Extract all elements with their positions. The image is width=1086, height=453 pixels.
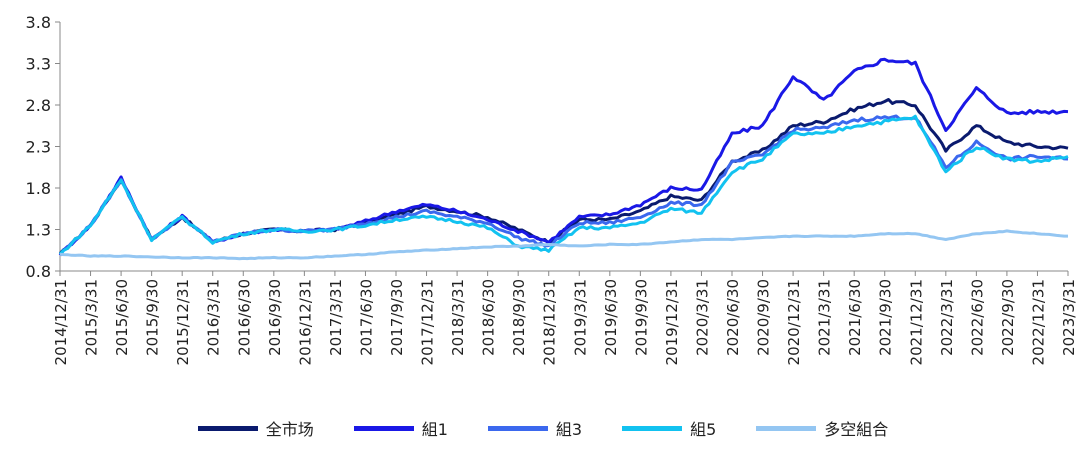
x-tick-label: 2015/6/30 bbox=[113, 279, 131, 356]
x-tick-label: 2019/9/30 bbox=[632, 279, 650, 356]
line-chart: 0.8 1.3 1.8 2.3 2.8 3.3 3.8 2014/12/31 2015/3/31… bbox=[26, 13, 1078, 365]
chart-legend: 全市场 組1 組3 組5 多空組合 bbox=[0, 416, 1086, 440]
legend-label: 組3 bbox=[555, 420, 583, 439]
x-tick-label: 2016/3/31 bbox=[205, 279, 223, 356]
x-tick-label: 2020/12/31 bbox=[785, 279, 803, 365]
x-tick-label: 2021/6/30 bbox=[846, 279, 864, 356]
series-line-4 bbox=[59, 229, 1068, 261]
legend-item: 組1 bbox=[353, 416, 448, 440]
x-tick-label: 2016/6/30 bbox=[235, 279, 253, 356]
series-line-1 bbox=[58, 57, 1069, 257]
x-tick-label: 2021/12/31 bbox=[907, 279, 925, 365]
y-tick-label: 3.3 bbox=[26, 55, 51, 74]
y-tick-label: 1.8 bbox=[26, 179, 51, 198]
x-tick-label: 2015/12/31 bbox=[174, 279, 192, 365]
x-tick-label: 2020/9/30 bbox=[755, 279, 773, 356]
x-tick-label: 2022/6/30 bbox=[968, 279, 986, 356]
x-tick-label: 2015/9/30 bbox=[144, 279, 162, 356]
legend-swatch bbox=[197, 425, 258, 431]
legend-swatch bbox=[487, 425, 548, 431]
legend-item: 組5 bbox=[622, 416, 716, 440]
legend-label: 組1 bbox=[421, 420, 448, 439]
x-tick-label: 2023/3/31 bbox=[1060, 279, 1078, 356]
x-tick-label: 2021/3/31 bbox=[816, 279, 834, 356]
x-tick-label: 2018/6/30 bbox=[480, 279, 498, 356]
x-tick-label: 2021/9/30 bbox=[877, 279, 895, 356]
y-tick-label: 2.3 bbox=[26, 138, 51, 157]
x-tick-label: 2015/3/31 bbox=[83, 279, 101, 356]
x-tick-label: 2017/6/30 bbox=[357, 279, 375, 356]
x-tick-label: 2019/12/31 bbox=[663, 279, 681, 365]
legend-label: 組5 bbox=[690, 420, 717, 439]
y-tick-label: 2.8 bbox=[26, 96, 51, 115]
x-tick-label: 2016/12/31 bbox=[296, 279, 314, 365]
x-tick-label: 2019/6/30 bbox=[602, 279, 620, 356]
y-tick-label: 3.8 bbox=[26, 13, 51, 32]
x-tick-label: 2017/12/31 bbox=[419, 279, 437, 365]
legend-item: 組3 bbox=[487, 416, 583, 440]
x-tick-label: 2019/3/31 bbox=[571, 279, 589, 356]
x-tick-label: 2022/9/30 bbox=[999, 279, 1017, 356]
x-tick-label: 2017/3/31 bbox=[327, 279, 345, 356]
legend-swatch bbox=[353, 425, 414, 431]
x-tick-label: 2018/3/31 bbox=[449, 279, 467, 356]
x-tick-label: 2016/9/30 bbox=[266, 279, 284, 356]
x-tick-label: 2020/3/31 bbox=[693, 279, 711, 356]
x-tick-label: 2018/12/31 bbox=[541, 279, 559, 365]
x-tick-label: 2022/3/31 bbox=[938, 279, 956, 356]
legend-label: 全市场 bbox=[265, 420, 314, 439]
legend-item: 多空組合 bbox=[756, 416, 888, 440]
legend-item: 全市场 bbox=[197, 416, 314, 440]
y-tick-label: 1.3 bbox=[26, 221, 51, 240]
y-tick-label: 0.8 bbox=[26, 262, 51, 281]
x-tick-label: 2020/6/30 bbox=[724, 279, 742, 356]
x-tick-label: 2017/9/30 bbox=[388, 279, 406, 356]
legend-swatch bbox=[622, 425, 683, 431]
x-tick-label: 2018/9/30 bbox=[510, 279, 528, 356]
series-line-3 bbox=[58, 114, 1069, 256]
x-tick-label: 2014/12/31 bbox=[52, 279, 70, 365]
legend-swatch bbox=[756, 425, 817, 431]
x-tick-label: 2022/12/31 bbox=[1029, 279, 1047, 365]
legend-label: 多空組合 bbox=[824, 420, 889, 439]
